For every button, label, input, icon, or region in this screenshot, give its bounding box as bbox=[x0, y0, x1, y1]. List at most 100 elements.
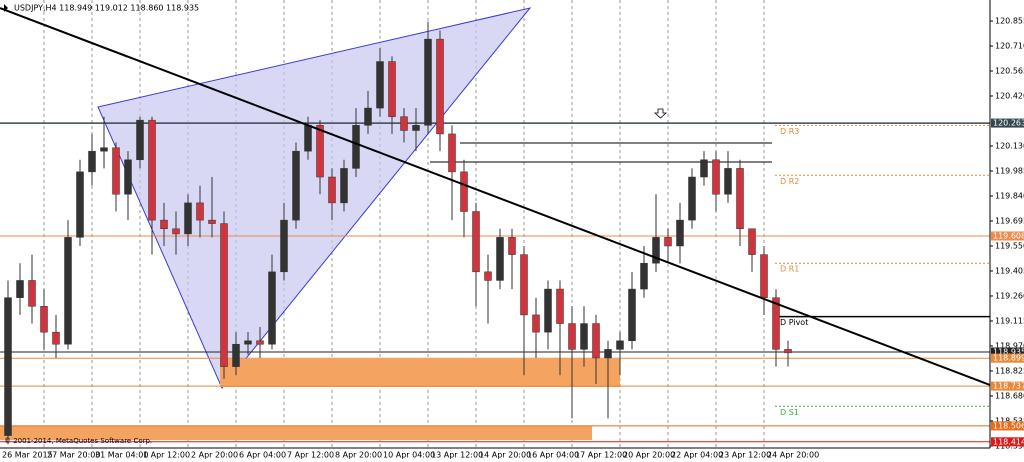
candle-body bbox=[532, 314, 540, 333]
candle-body bbox=[748, 228, 756, 255]
candle-body bbox=[292, 150, 300, 221]
candle-body bbox=[376, 61, 384, 109]
candle-body bbox=[616, 340, 624, 350]
candle-body bbox=[172, 228, 180, 235]
x-tick-label: 24 Apr 20:00 bbox=[767, 451, 819, 460]
y-tick-label: 118.825 bbox=[995, 366, 1024, 375]
x-tick-label: 13 Apr 12:00 bbox=[431, 451, 483, 460]
candle-body bbox=[124, 159, 132, 195]
candle-body bbox=[160, 219, 168, 229]
candle-body bbox=[640, 262, 648, 290]
candle-body bbox=[64, 237, 72, 345]
pivot-label: D R2 bbox=[780, 177, 799, 186]
candle-body bbox=[280, 219, 288, 273]
candle-body bbox=[424, 38, 432, 126]
level-label: 119.608 bbox=[993, 231, 1024, 240]
triangle bbox=[97, 7, 532, 389]
candle-body bbox=[196, 202, 204, 221]
candle-body bbox=[508, 237, 516, 255]
level-tag bbox=[991, 347, 1024, 357]
candle-body bbox=[100, 147, 108, 152]
y-tick-label: 120.420 bbox=[995, 92, 1024, 101]
candle-body bbox=[148, 119, 156, 221]
x-tick-label: 1 Apr 12:00 bbox=[143, 451, 190, 460]
candle-body bbox=[688, 176, 696, 221]
level-tag bbox=[991, 118, 1024, 128]
level-label: 118.935 bbox=[993, 347, 1024, 356]
pivot-label: D Pivot bbox=[780, 318, 808, 327]
candle-body bbox=[700, 159, 708, 178]
zone bbox=[220, 359, 620, 387]
y-tick-label: 120.565 bbox=[995, 67, 1024, 76]
x-tick-label: 20 Apr 20:00 bbox=[623, 451, 675, 460]
candle-body bbox=[316, 125, 324, 178]
y-tick-label: 120.855 bbox=[995, 17, 1024, 26]
candle-body bbox=[724, 168, 732, 195]
x-tick-label: 31 Mar 04:00 bbox=[95, 451, 148, 460]
x-tick-label: 6 Apr 04:00 bbox=[239, 451, 286, 460]
x-tick-label: 16 Apr 04:00 bbox=[527, 451, 579, 460]
candle-body bbox=[604, 349, 612, 359]
y-tick-label: 119.405 bbox=[995, 266, 1024, 275]
y-tick-label: 119.695 bbox=[995, 216, 1024, 225]
x-tick-label: 14 Apr 20:00 bbox=[479, 451, 531, 460]
chart-title: USDJPY,H4 118.949 119.012 118.860 118.93… bbox=[14, 4, 199, 13]
candle-body bbox=[364, 107, 372, 126]
x-tick-label: 7 Apr 12:00 bbox=[287, 451, 334, 460]
title-icon bbox=[4, 4, 8, 12]
candle-body bbox=[304, 125, 312, 152]
arrow-icon bbox=[653, 108, 668, 119]
y-tick-label: 119.840 bbox=[995, 191, 1024, 200]
candle-body bbox=[436, 38, 444, 135]
level-tag bbox=[991, 421, 1024, 431]
candle-body bbox=[580, 323, 588, 350]
candle-body bbox=[4, 297, 12, 436]
candle-body bbox=[712, 159, 720, 195]
y-tick-label: 119.115 bbox=[995, 316, 1024, 325]
candle-body bbox=[88, 150, 96, 173]
y-tick-label: 118.970 bbox=[995, 341, 1024, 350]
level-tag bbox=[991, 353, 1024, 363]
x-tick-label: 10 Apr 04:00 bbox=[383, 451, 435, 460]
zone bbox=[0, 426, 592, 440]
candle-body bbox=[76, 171, 84, 238]
y-tick-label: 119.550 bbox=[995, 241, 1024, 250]
candle-body bbox=[556, 288, 564, 324]
candle-body bbox=[220, 223, 228, 367]
level-label: 118.737 bbox=[993, 382, 1024, 391]
candle-body bbox=[244, 340, 252, 345]
y-tick-label: 120.710 bbox=[995, 42, 1024, 51]
candle-body bbox=[16, 280, 24, 298]
candle-body bbox=[760, 254, 768, 298]
candle-body bbox=[652, 237, 660, 264]
candle-body bbox=[232, 343, 240, 367]
level-tag bbox=[991, 231, 1024, 241]
candle-body bbox=[664, 237, 672, 247]
x-tick-label: 2 Apr 20:00 bbox=[191, 451, 238, 460]
level-label: 118.506 bbox=[993, 421, 1024, 430]
x-tick-label: 17 Apr 12:00 bbox=[575, 451, 627, 460]
price-axis: 120.855 120.710 120.565 120.420 120.130 119.9… bbox=[0, 0, 1024, 450]
x-tick-label: 23 Apr 12:00 bbox=[719, 451, 771, 460]
candle-body bbox=[184, 202, 192, 235]
candle-body bbox=[520, 254, 528, 316]
x-tick-label: 26 Mar 2015 bbox=[2, 451, 53, 460]
candle-body bbox=[112, 147, 120, 195]
candle-body bbox=[460, 171, 468, 212]
candle-body bbox=[136, 119, 144, 161]
candle-body bbox=[256, 340, 264, 345]
y-tick-label: 119.985 bbox=[995, 166, 1024, 175]
candle-body bbox=[52, 331, 60, 345]
candle-body bbox=[40, 306, 48, 333]
candle-body bbox=[28, 280, 36, 307]
candle-body bbox=[592, 323, 600, 359]
x-tick-label: 22 Apr 04:00 bbox=[671, 451, 723, 460]
level-tag bbox=[991, 437, 1024, 447]
level-label: 120.263 bbox=[993, 119, 1024, 128]
pivot-label: D S1 bbox=[780, 408, 799, 417]
candle-body bbox=[544, 288, 552, 333]
candles bbox=[4, 21, 792, 445]
level-label: 118.899 bbox=[993, 354, 1024, 363]
pivot-label: D R3 bbox=[780, 127, 799, 136]
